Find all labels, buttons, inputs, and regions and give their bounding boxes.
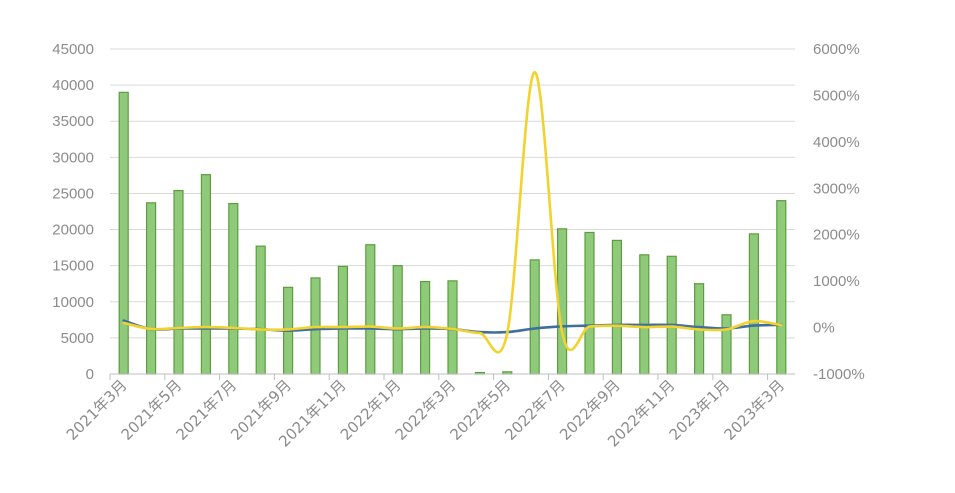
- bar-2021年7月: [228, 202, 239, 375]
- y2-tick-label: 0%: [813, 320, 835, 337]
- y-axis-left-labels: 0 5000 10000 15000 20000 25000 30000 35000 40000…: [52, 41, 94, 383]
- y-axis-right-labels: -1000% 0% 1000% 2000% 3000% 4000% 5000% 6000%: [813, 41, 865, 383]
- bar-2021年8月: [255, 245, 266, 375]
- line-series: [122, 70, 783, 354]
- bar-2021年11月: [337, 265, 348, 375]
- bar-2022年11月: [666, 255, 677, 375]
- bar-2021年6月: [200, 174, 211, 375]
- y-tick-label: 40000: [52, 77, 94, 94]
- bar-2021年4月: [146, 202, 157, 375]
- y-tick-label: 15000: [52, 258, 94, 275]
- y-tick-label: 5000: [61, 330, 94, 347]
- y-tick-label: 35000: [52, 113, 94, 130]
- bar-series: [118, 91, 787, 375]
- y2-tick-label: 1000%: [813, 273, 860, 290]
- bar-2022年8月: [584, 231, 595, 375]
- y2-tick-label: 6000%: [813, 41, 860, 58]
- y-tick-label: 25000: [52, 185, 94, 202]
- y2-tick-label: 3000%: [813, 180, 860, 197]
- axes: [109, 373, 795, 380]
- bar-2023年1月: [721, 314, 732, 375]
- bar-2021年12月: [365, 244, 376, 375]
- bar-2023年2月: [748, 233, 760, 375]
- x-axis-labels: 2021年3月2021年5月2021年7月2021年9月2021年11月2022…: [63, 376, 788, 450]
- gridlines: [110, 48, 795, 375]
- y2-tick-label: 2000%: [813, 227, 860, 244]
- bar-2022年10月: [639, 254, 650, 375]
- bar-2022年1月: [392, 265, 403, 375]
- y2-tick-label: 4000%: [813, 134, 860, 151]
- bar-2022年9月: [611, 239, 623, 375]
- line-series-right-1: [122, 70, 783, 354]
- bar-2022年6月: [529, 259, 540, 375]
- y2-tick-label: 5000%: [813, 87, 860, 104]
- y-tick-label: 45000: [52, 41, 94, 58]
- bar-2021年3月: [118, 91, 129, 375]
- bar-2021年5月: [173, 189, 184, 375]
- y-tick-label: 0: [86, 366, 94, 383]
- bar-2023年3月: [776, 200, 787, 375]
- y2-tick-label: -1000%: [813, 366, 865, 383]
- y-tick-label: 10000: [52, 294, 94, 311]
- y-tick-label: 30000: [52, 149, 94, 166]
- y-tick-label: 20000: [52, 222, 94, 239]
